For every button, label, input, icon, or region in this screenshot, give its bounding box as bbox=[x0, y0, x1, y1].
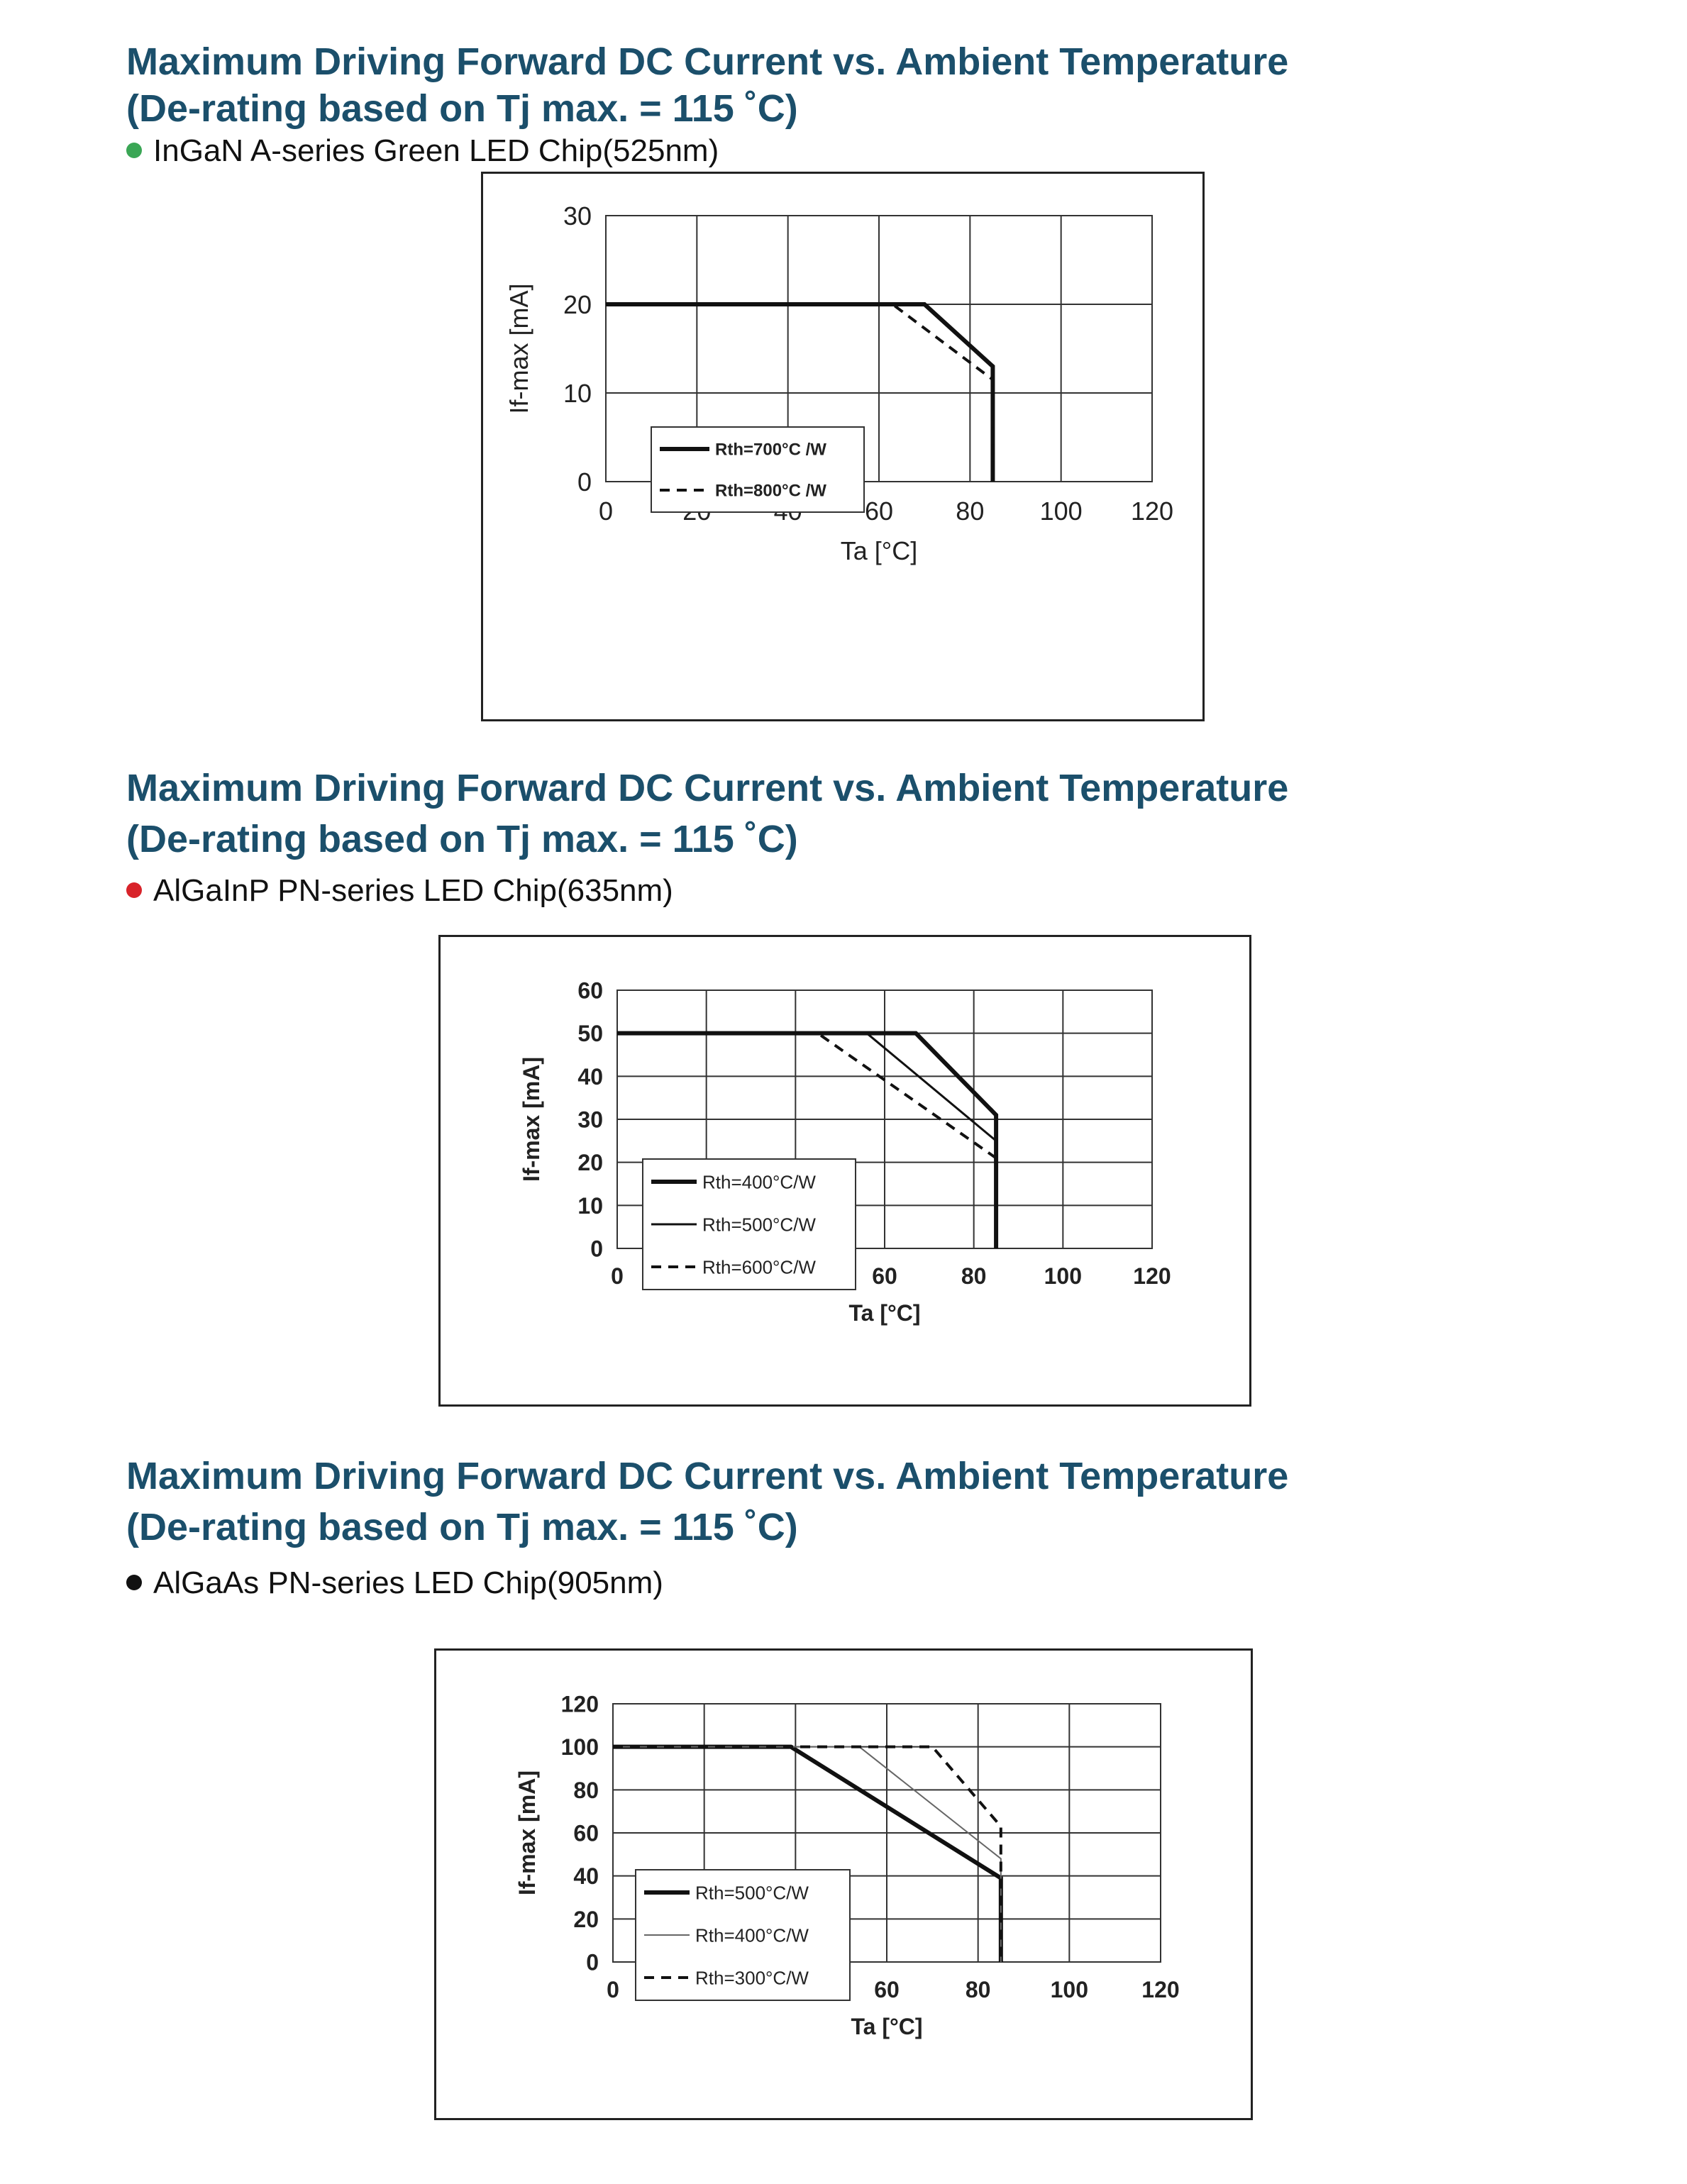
series-line-2 bbox=[606, 303, 995, 482]
chart-title-line2: (De-rating based on Tj max. = 115 ˚C) bbox=[126, 1506, 798, 1548]
legend-label: Rth=300°C/W bbox=[695, 1967, 809, 1988]
legend-label: Rth=400°C/W bbox=[702, 1171, 816, 1192]
legend-label: Rth=800°C /W bbox=[715, 482, 826, 501]
y-axis-label: If-max [mA] bbox=[504, 283, 533, 414]
y-tick-label: 10 bbox=[563, 379, 592, 408]
x-tick-label: 0 bbox=[599, 497, 613, 526]
y-tick-label: 80 bbox=[573, 1778, 599, 1803]
chart-subtitle-text: AlGaAs PN-series LED Chip(905nm) bbox=[153, 1565, 663, 1600]
x-tick-label: 60 bbox=[865, 497, 893, 526]
x-axis-label: Ta [°C] bbox=[851, 2014, 922, 2039]
y-tick-label: 0 bbox=[586, 1950, 599, 1975]
chart-title-line1: Maximum Driving Forward DC Current vs. A… bbox=[126, 767, 1289, 809]
chart-title-line2: (De-rating based on Tj max. = 115 ˚C) bbox=[126, 87, 798, 130]
y-tick-label: 60 bbox=[577, 978, 603, 1004]
legend-label: Rth=400°C/W bbox=[695, 1924, 809, 1946]
x-tick-label: 100 bbox=[1044, 1263, 1082, 1289]
chart-title-line1: Maximum Driving Forward DC Current vs. A… bbox=[126, 1455, 1289, 1497]
chart-subtitle: AlGaAs PN-series LED Chip(905nm) bbox=[126, 1563, 663, 1603]
y-tick-label: 100 bbox=[561, 1734, 599, 1760]
x-tick-label: 60 bbox=[872, 1263, 897, 1289]
chart-subtitle-text: InGaN A-series Green LED Chip(525nm) bbox=[153, 133, 719, 168]
legend-label: Rth=700°C /W bbox=[715, 440, 826, 460]
y-tick-label: 60 bbox=[573, 1821, 599, 1846]
x-tick-label: 0 bbox=[611, 1263, 624, 1289]
x-tick-label: 80 bbox=[966, 1977, 991, 2002]
legend-label: Rth=500°C/W bbox=[695, 1882, 809, 1903]
x-tick-label: 0 bbox=[607, 1977, 619, 2002]
x-tick-label: 100 bbox=[1051, 1977, 1088, 2002]
x-tick-label: 120 bbox=[1133, 1263, 1171, 1289]
y-tick-label: 30 bbox=[577, 1107, 603, 1133]
series-line-3 bbox=[613, 1745, 1002, 1962]
chart-subtitle: InGaN A-series Green LED Chip(525nm) bbox=[126, 131, 719, 171]
legend-label: Rth=600°C/W bbox=[702, 1256, 816, 1277]
chart-subtitle: AlGaInP PN-series LED Chip(635nm) bbox=[126, 871, 673, 911]
y-tick-label: 30 bbox=[563, 201, 592, 231]
x-tick-label: 80 bbox=[956, 497, 984, 526]
chart-subtitle-text: AlGaInP PN-series LED Chip(635nm) bbox=[153, 873, 673, 908]
bullet-dot bbox=[126, 882, 142, 898]
series-line-3 bbox=[617, 1031, 998, 1248]
y-tick-label: 40 bbox=[577, 1064, 603, 1090]
x-tick-label: 100 bbox=[1040, 497, 1083, 526]
y-tick-label: 0 bbox=[590, 1236, 603, 1262]
x-tick-label: 120 bbox=[1141, 1977, 1179, 2002]
chart-title-line1: Maximum Driving Forward DC Current vs. A… bbox=[126, 40, 1289, 83]
chart-3-svg: 020406080100120020406080100120Ta [°C]If-… bbox=[434, 1648, 1253, 2120]
bullet-dot bbox=[126, 143, 142, 158]
bullet-dot bbox=[126, 1575, 142, 1590]
chart-2-svg: 0204060801001200102030405060Ta [°C]If-ma… bbox=[438, 935, 1251, 1407]
y-tick-label: 0 bbox=[577, 467, 592, 497]
x-axis-label: Ta [°C] bbox=[841, 536, 917, 565]
x-tick-label: 120 bbox=[1131, 497, 1173, 526]
y-tick-label: 10 bbox=[577, 1193, 603, 1219]
x-axis-label: Ta [°C] bbox=[848, 1300, 920, 1326]
y-tick-label: 40 bbox=[573, 1863, 599, 1889]
y-axis-label: If-max [mA] bbox=[514, 1770, 540, 1895]
x-tick-label: 60 bbox=[874, 1977, 900, 2002]
y-tick-label: 20 bbox=[577, 1150, 603, 1175]
y-tick-label: 120 bbox=[561, 1692, 599, 1717]
y-tick-label: 20 bbox=[563, 290, 592, 319]
chart-1-svg: 0204060801001200102030Ta [°C]If-max [mA]… bbox=[481, 172, 1205, 721]
legend-label: Rth=500°C/W bbox=[702, 1214, 816, 1235]
legend-box bbox=[651, 426, 865, 513]
y-axis-label: If-max [mA] bbox=[519, 1057, 544, 1182]
chart-title-line2: (De-rating based on Tj max. = 115 ˚C) bbox=[126, 818, 798, 860]
y-tick-label: 50 bbox=[577, 1021, 603, 1046]
x-tick-label: 80 bbox=[961, 1263, 987, 1289]
y-tick-label: 20 bbox=[573, 1907, 599, 1932]
